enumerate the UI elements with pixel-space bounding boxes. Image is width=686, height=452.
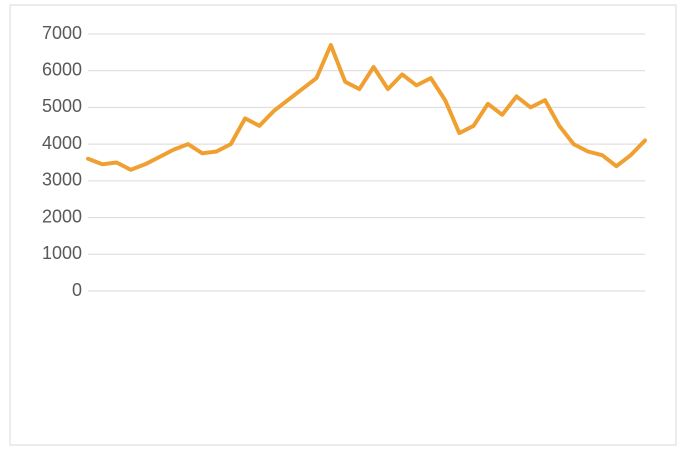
- y-tick-label: 1000: [42, 243, 82, 263]
- y-tick-label: 2000: [42, 206, 82, 226]
- y-tick-label: 7000: [42, 23, 82, 43]
- y-tick-label: 5000: [42, 96, 82, 116]
- y-tick-label: 0: [72, 280, 82, 300]
- line-series: [86, 43, 647, 172]
- y-tick-label: 3000: [42, 170, 82, 190]
- y-tick-label: 6000: [42, 59, 82, 79]
- y-tick-label: 4000: [42, 133, 82, 153]
